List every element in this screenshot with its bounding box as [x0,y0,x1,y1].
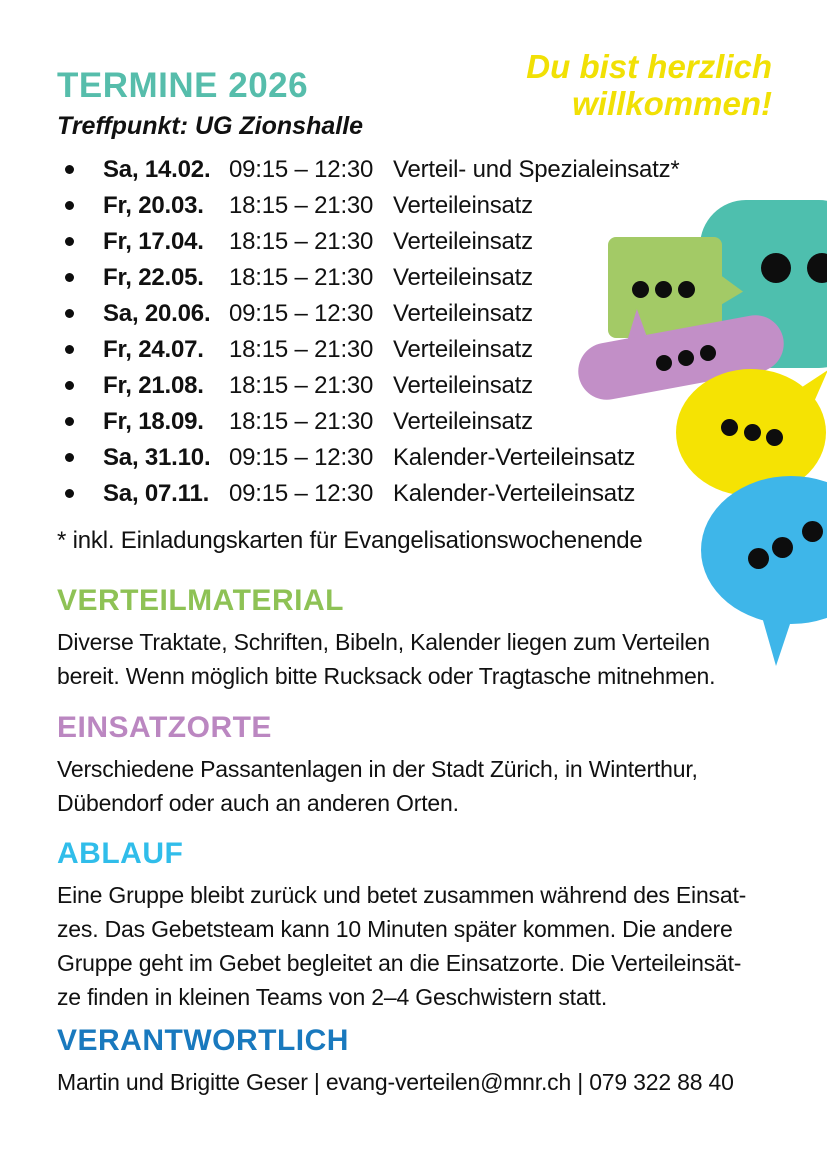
schedule-label: Verteileinsatz [393,300,533,327]
schedule-footnote: * inkl. Einladungskarten für Evangelisat… [57,527,643,554]
schedule-date: Fr, 24.07. [103,336,204,363]
schedule-time: 18:15 – 21:30 [229,264,374,291]
schedule-time: 09:15 – 12:30 [229,480,374,507]
bullet-icon [57,368,103,404]
bullet-icon [57,152,103,188]
bullet-icon [57,260,103,296]
schedule-time: 09:15 – 12:30 [229,300,374,327]
schedule-date: Sa, 31.10. [103,444,211,471]
contact-line: Martin und Brigitte Geser | evang-vertei… [57,1069,734,1095]
schedule-label: Verteileinsatz [393,264,533,291]
typing-dot [748,548,769,569]
schedule-row: Fr, 21.08. 18:15 – 21:30 Verteileinsatz [57,368,757,404]
schedule-time: 18:15 – 21:30 [229,192,374,219]
section-title: EINSATZORTE [57,711,272,744]
typing-dot [678,281,695,298]
bullet-icon [57,332,103,368]
page-title: TERMINE 2026 [57,66,309,105]
bullet-icon [57,224,103,260]
bullet-icon [57,188,103,224]
schedule-label: Verteileinsatz [393,192,533,219]
schedule-date: Fr, 17.04. [103,228,204,255]
schedule-label: Kalender-Verteileinsatz [393,444,636,471]
section-verantwortlich: VERANTWORTLICH Martin und Brigitte Geser… [57,1024,827,1099]
schedule-time: 18:15 – 21:30 [229,408,374,435]
typing-dot [766,429,783,446]
bullet-icon [57,476,103,512]
section-title: ABLAUF [57,837,184,870]
schedule-time: 09:15 – 12:30 [229,156,374,183]
typing-dot [802,521,823,542]
schedule-date: Fr, 22.05. [103,264,204,291]
typing-dot [807,253,827,283]
typing-dot [655,281,672,298]
section-ablauf: ABLAUF Eine Gruppe bleibt zurück und bet… [57,837,827,1014]
schedule-row: Fr, 24.07. 18:15 – 21:30 Verteileinsatz [57,332,757,368]
section-title: VERANTWORTLICH [57,1024,349,1057]
schedule-list: Sa, 14.02. 09:15 – 12:30 Verteil- und Sp… [57,152,757,512]
section-body: Eine Gruppe bleibt zurück und betet zusa… [57,882,747,1010]
bullet-icon [57,404,103,440]
schedule-row: Sa, 20.06. 09:15 – 12:30 Verteileinsatz [57,296,757,332]
schedule-date: Sa, 20.06. [103,300,211,327]
section-title: VERTEILMATERIAL [57,584,344,617]
schedule-label: Verteil- und Spezialeinsatz* [393,156,680,183]
bullet-icon [57,440,103,476]
schedule-row: Fr, 17.04. 18:15 – 21:30 Verteileinsatz [57,224,757,260]
schedule-time: 18:15 – 21:30 [229,228,374,255]
schedule-date: Sa, 14.02. [103,156,211,183]
typing-dot [744,424,761,441]
welcome-slogan: Du bist herzlich willkommen! [526,48,772,122]
section-body: Verschiedene Passantenlagen in der Stadt… [57,756,698,816]
schedule-date: Sa, 07.11. [103,480,210,507]
schedule-label: Verteileinsatz [393,408,533,435]
schedule-label: Verteileinsatz [393,336,533,363]
schedule-label: Kalender-Verteileinsatz [393,480,636,507]
section-einsatzorte: EINSATZORTE Verschiedene Passantenlagen … [57,711,827,820]
schedule-row: Sa, 31.10. 09:15 – 12:30 Kalender-Vertei… [57,440,757,476]
typing-dot [656,355,672,371]
section-body: Diverse Traktate, Schriften, Bibeln, Kal… [57,629,716,689]
meeting-point-subtitle: Treffpunkt: UG Zionshalle [57,112,364,140]
schedule-time: 18:15 – 21:30 [229,372,374,399]
schedule-date: Fr, 20.03. [103,192,204,219]
typing-dot [761,253,791,283]
typing-dot [678,350,694,366]
bullet-icon [57,296,103,332]
schedule-date: Fr, 18.09. [103,408,204,435]
schedule-row: Sa, 07.11. 09:15 – 12:30 Kalender-Vertei… [57,476,757,512]
schedule-row: Fr, 18.09. 18:15 – 21:30 Verteileinsatz [57,404,757,440]
typing-dot [700,345,716,361]
typing-dot [721,419,738,436]
header: TERMINE 2026 Treffpunkt: UG Zionshalle [57,66,363,141]
schedule-date: Fr, 21.08. [103,372,204,399]
schedule-row: Fr, 20.03. 18:15 – 21:30 Verteileinsatz [57,188,757,224]
schedule-label: Verteileinsatz [393,372,533,399]
schedule-label: Verteileinsatz [393,228,533,255]
schedule-row: Fr, 22.05. 18:15 – 21:30 Verteileinsatz [57,260,757,296]
schedule-row: Sa, 14.02. 09:15 – 12:30 Verteil- und Sp… [57,152,757,188]
schedule-time: 09:15 – 12:30 [229,444,374,471]
schedule-time: 18:15 – 21:30 [229,336,374,363]
typing-dot [772,537,793,558]
typing-dot [632,281,649,298]
section-verteilmaterial: VERTEILMATERIAL Diverse Traktate, Schrif… [57,584,827,693]
